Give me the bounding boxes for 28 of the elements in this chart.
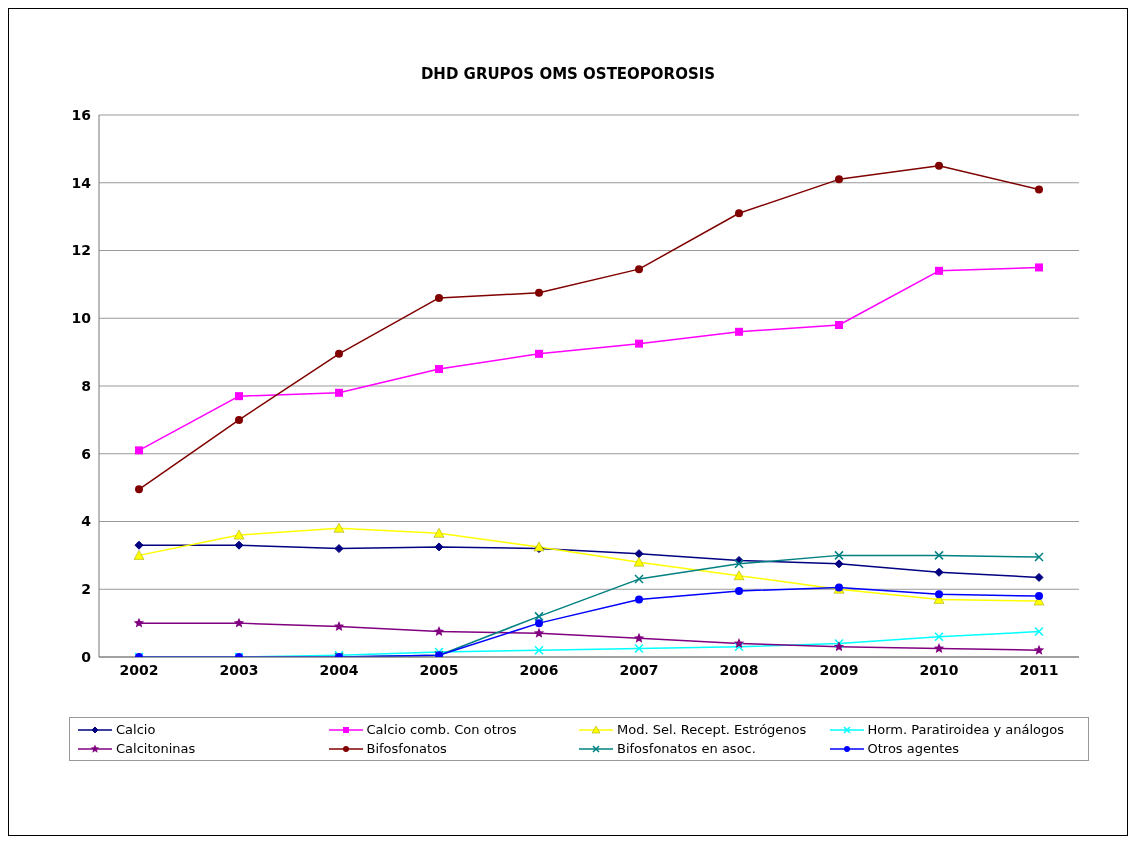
y-tick-label: 8 — [81, 377, 91, 394]
y-tick-label: 4 — [81, 513, 92, 530]
legend-label: Bifosfonatos en asoc. — [617, 741, 756, 756]
y-tick-label: 2 — [81, 581, 91, 598]
legend-label: Otros agentes — [867, 741, 960, 756]
x-tick-label: 2008 — [719, 661, 759, 678]
legend-label: Calcio — [116, 722, 156, 737]
x-tick-label: 2005 — [419, 661, 459, 678]
x-tick-label: 2003 — [219, 661, 259, 678]
y-tick-label: 10 — [71, 310, 92, 327]
legend-label: Calcio comb. Con otros — [366, 722, 517, 737]
y-tick-label: 12 — [71, 242, 91, 259]
x-tick-label: 2011 — [1019, 661, 1059, 678]
x-tick-label: 2010 — [919, 661, 959, 678]
legend-label: Bifosfonatos — [366, 741, 447, 756]
x-tick-label: 2007 — [619, 661, 659, 678]
x-tick-label: 2009 — [819, 661, 859, 678]
x-tick-label: 2002 — [119, 661, 159, 678]
x-tick-label: 2006 — [519, 661, 559, 678]
y-tick-label: 16 — [71, 106, 91, 123]
legend-label: Horm. Paratiroidea y análogos — [867, 722, 1065, 737]
x-tick-label: 2004 — [319, 661, 359, 678]
y-tick-label: 14 — [71, 174, 92, 191]
y-tick-label: 6 — [81, 445, 91, 462]
legend-label: Calcitoninas — [116, 741, 196, 756]
legend-label: Mod. Sel. Recept. Estrógenos — [617, 722, 807, 737]
y-tick-label: 0 — [81, 648, 92, 665]
chart-title: DHD GRUPOS OMS OSTEOPOROSIS — [419, 65, 717, 85]
